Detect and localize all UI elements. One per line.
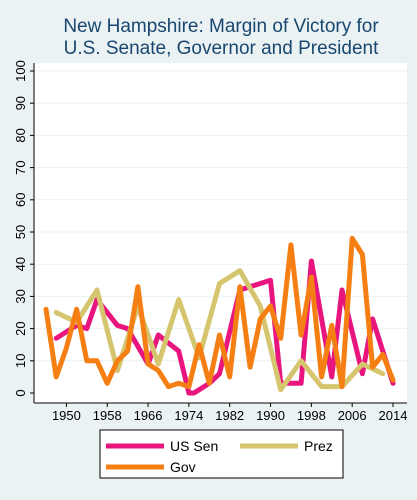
data-point xyxy=(360,362,364,366)
data-point xyxy=(218,372,221,376)
data-point xyxy=(177,298,181,302)
data-point xyxy=(95,288,99,292)
data-point xyxy=(248,365,252,369)
x-tick-label: 1958 xyxy=(93,408,122,423)
y-tick-label: 80 xyxy=(13,128,28,142)
data-point xyxy=(309,259,313,263)
data-point xyxy=(64,330,68,334)
chart-title-line-1: New Hampshire: Margin of Victory for xyxy=(63,16,379,37)
data-point xyxy=(279,388,283,392)
data-point xyxy=(156,333,160,337)
data-point xyxy=(360,372,364,376)
data-point xyxy=(381,372,385,376)
data-point xyxy=(279,336,283,340)
legend-label: US Sen xyxy=(170,438,218,454)
chart-title-line-2: U.S. Senate, Governor and President xyxy=(64,38,379,59)
data-point xyxy=(391,381,395,385)
y-tick-label: 0 xyxy=(13,389,28,396)
data-point xyxy=(391,378,395,382)
data-point xyxy=(299,359,303,363)
data-point xyxy=(218,282,221,286)
x-tick-label: 2006 xyxy=(338,408,367,423)
y-tick-label: 40 xyxy=(13,257,28,271)
data-point xyxy=(299,381,303,385)
data-point xyxy=(136,285,140,289)
data-point xyxy=(54,336,58,340)
data-point xyxy=(340,288,344,292)
data-point xyxy=(105,381,109,385)
data-point xyxy=(115,359,119,363)
data-point xyxy=(330,375,334,379)
data-point xyxy=(177,381,181,385)
data-point xyxy=(289,243,293,247)
data-point xyxy=(146,362,150,366)
y-tick-label: 50 xyxy=(13,225,28,239)
legend-label: Prez xyxy=(304,438,333,454)
data-point xyxy=(187,385,191,389)
data-point xyxy=(192,391,196,395)
data-point xyxy=(269,278,273,282)
data-point xyxy=(166,385,170,389)
y-tick-label: 100 xyxy=(13,60,28,82)
x-tick-label: 1990 xyxy=(256,408,285,423)
data-point xyxy=(269,304,273,308)
y-tick-label: 20 xyxy=(13,321,28,335)
data-point xyxy=(95,359,99,363)
data-point xyxy=(228,375,232,379)
data-point xyxy=(320,375,324,379)
y-tick-label: 60 xyxy=(13,193,28,207)
legend-label: Gov xyxy=(170,459,196,475)
data-point xyxy=(371,317,375,321)
data-point xyxy=(44,307,48,311)
data-point xyxy=(187,391,191,395)
data-point xyxy=(115,323,119,327)
data-point xyxy=(54,311,58,314)
data-point xyxy=(54,375,58,379)
data-point xyxy=(156,362,160,366)
data-point xyxy=(238,285,242,289)
data-point xyxy=(115,368,119,372)
data-point xyxy=(85,327,89,331)
data-point xyxy=(258,304,262,308)
data-point xyxy=(258,317,262,321)
data-point xyxy=(197,343,201,347)
x-tick-label: 1974 xyxy=(174,408,203,423)
data-point xyxy=(330,323,334,327)
y-tick-label: 10 xyxy=(13,354,28,368)
data-point xyxy=(381,352,385,356)
x-tick-label: 1982 xyxy=(215,408,244,423)
plot-area xyxy=(34,63,407,403)
legend-box xyxy=(99,429,344,479)
data-point xyxy=(360,253,364,257)
y-tick-label: 90 xyxy=(13,96,28,110)
data-point xyxy=(126,349,130,353)
data-point xyxy=(320,385,324,389)
data-point xyxy=(350,236,354,240)
y-tick-label: 30 xyxy=(13,289,28,303)
data-point xyxy=(299,333,303,337)
data-point xyxy=(309,275,313,279)
y-tick-label: 70 xyxy=(13,160,28,174)
series-lines xyxy=(43,235,396,396)
data-point xyxy=(156,368,160,372)
data-point xyxy=(85,359,89,363)
x-tick-label: 1950 xyxy=(52,408,81,423)
data-point xyxy=(371,365,375,369)
legend: US Sen Prez Gov xyxy=(99,429,344,479)
x-tick-label: 2014 xyxy=(379,408,408,423)
data-point xyxy=(218,333,221,337)
data-point xyxy=(340,385,344,389)
data-point xyxy=(64,346,68,350)
data-point xyxy=(207,381,211,385)
data-point xyxy=(177,349,181,353)
x-tick-label: 1998 xyxy=(297,408,326,423)
data-point xyxy=(75,307,79,311)
data-point xyxy=(238,269,242,273)
x-tick-label: 1966 xyxy=(134,408,163,423)
axes: 0 10 20 30 40 50 60 70 80 90 100 1950 1958 1966 1974 19… xyxy=(13,60,407,423)
